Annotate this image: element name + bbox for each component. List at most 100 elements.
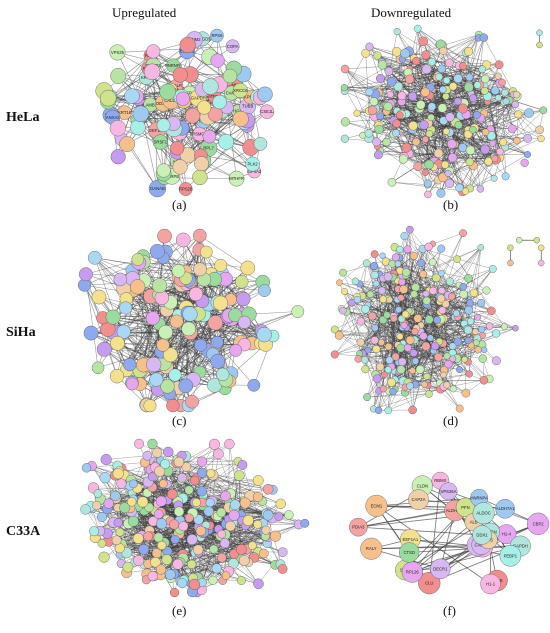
network-node [391,352,400,361]
network-node [143,399,157,413]
network-node-circle [132,105,150,123]
network-edge [425,101,459,166]
network-node-circle [124,88,140,104]
network-node-circle [134,438,145,449]
network-node-circle [409,367,416,375]
network-node [240,260,256,276]
network-node-circle [443,352,451,360]
network-node [464,274,473,283]
network-node-circle [490,86,500,95]
network-node-circle [373,150,383,160]
network-node [469,125,477,134]
network-node [461,356,468,363]
network-node [478,65,487,74]
network-node-circle [482,286,491,295]
network-node-circle [361,304,370,314]
network-node-circle [424,190,432,199]
network-node [512,325,519,332]
network-node [398,154,409,164]
network-node-circle [409,349,418,357]
network-node [192,169,208,186]
network-node [455,183,464,193]
network-node-circle [356,317,365,326]
network-node [484,157,493,166]
network-node [393,81,404,92]
network-node: PLK2 [245,156,261,172]
network-node-circle [419,270,427,279]
network-node-circle [491,329,501,338]
network-node [237,460,248,470]
network-node [461,388,471,398]
network-edge [167,470,203,474]
network-node-circle [416,100,426,110]
network-node [437,294,446,303]
network-edge [483,113,528,155]
network-node [365,88,374,96]
network-node [427,113,435,122]
network-node [156,163,171,178]
network-node [507,124,517,134]
network-node [449,385,457,393]
network-node-circle [330,325,339,334]
network-node [172,159,188,175]
network-node-circle [439,85,447,94]
network-node [391,47,402,57]
network-node [403,343,412,352]
network-node [501,172,510,181]
network-node-label: CSE1L [260,109,274,114]
network-node [476,185,485,193]
network-node [387,377,396,387]
network-edge [170,354,223,375]
isolated-node-pair [507,244,514,267]
network-node [492,356,501,366]
network-node-circle [379,295,387,303]
network-node [459,62,467,70]
network-node-circle [156,118,171,133]
network-node [168,368,182,382]
network-node-circle [512,91,521,99]
network-node [196,456,208,467]
network-node [498,78,506,87]
network-node [422,290,430,298]
network-node-circle [513,137,521,145]
network-node-circle [484,157,493,166]
network-node [453,73,463,84]
network-node-circle [216,367,230,382]
network-node-circle [83,325,99,341]
network-node [368,311,377,321]
network-node-circle [172,67,188,83]
network-edge [212,474,245,501]
network-node [156,338,170,352]
network-edge [391,268,494,383]
network-node-circle [87,250,102,265]
network-node [377,60,388,70]
network-node: VPS35 [109,44,126,61]
network-node-circle [411,327,419,336]
network-node-circle [401,268,411,277]
network-node [425,390,433,398]
network-node-circle [363,393,372,402]
network-node-circle [453,337,463,346]
network-node-circle [366,290,374,298]
network-node-circle [501,172,510,181]
network-edge [392,80,485,114]
network-node [81,463,92,473]
network-node-circle [217,552,227,563]
network-node [99,89,117,107]
network-edge [404,273,430,320]
network-node [433,148,444,159]
network-node-circle [459,229,467,238]
network-node [392,129,400,138]
network-edge [373,378,378,409]
network-node-circle [469,94,478,103]
network-node [378,339,385,346]
network-node [98,551,110,563]
network-node-circle [210,53,225,68]
network-node-circle [473,111,481,119]
network-node [351,277,360,286]
network-node [500,323,508,331]
network-node [420,87,430,97]
network-node-circle [453,73,463,84]
network-node-circle [78,267,93,282]
network-node-circle [480,74,490,84]
